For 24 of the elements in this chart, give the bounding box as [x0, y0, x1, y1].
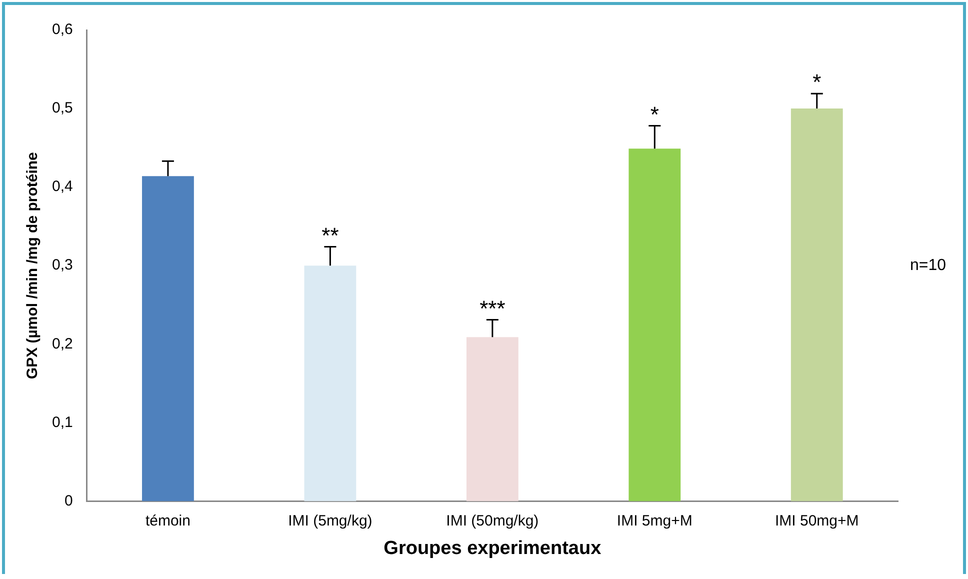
y-tick-label: 0,3: [52, 256, 73, 274]
x-tick-label: IMI 50mg+M: [774, 512, 859, 530]
x-tick-label: IMI 5mg+M: [616, 512, 692, 530]
y-tick-label: 0: [64, 492, 73, 510]
y-tick-label: 0,1: [52, 414, 73, 431]
annotation: ***: [480, 296, 506, 321]
y-tick-label: 0,5: [52, 100, 73, 117]
annotation: *: [650, 102, 660, 127]
y-tick-label: 0,2: [52, 335, 73, 352]
y-tick-label: 0,4: [52, 178, 73, 196]
bar: [628, 148, 681, 502]
bar: [466, 337, 518, 502]
x-tick-label: IMI (50mg/kg): [446, 512, 539, 530]
annotation: *: [812, 70, 822, 95]
x-axis-title: Groupes experimentaux: [384, 538, 602, 559]
bar: [304, 266, 356, 502]
annotation: **: [322, 222, 340, 248]
x-tick-label: témoin: [145, 512, 190, 530]
y-tick-label: 0,6: [52, 21, 73, 38]
bar: [790, 108, 843, 502]
y-axis-title: GPX (µmol /min /mg de protéine: [24, 152, 42, 380]
text: n=10: [910, 257, 946, 274]
bar: [142, 176, 194, 502]
x-tick-label: IMI (5mg/kg): [288, 512, 372, 530]
